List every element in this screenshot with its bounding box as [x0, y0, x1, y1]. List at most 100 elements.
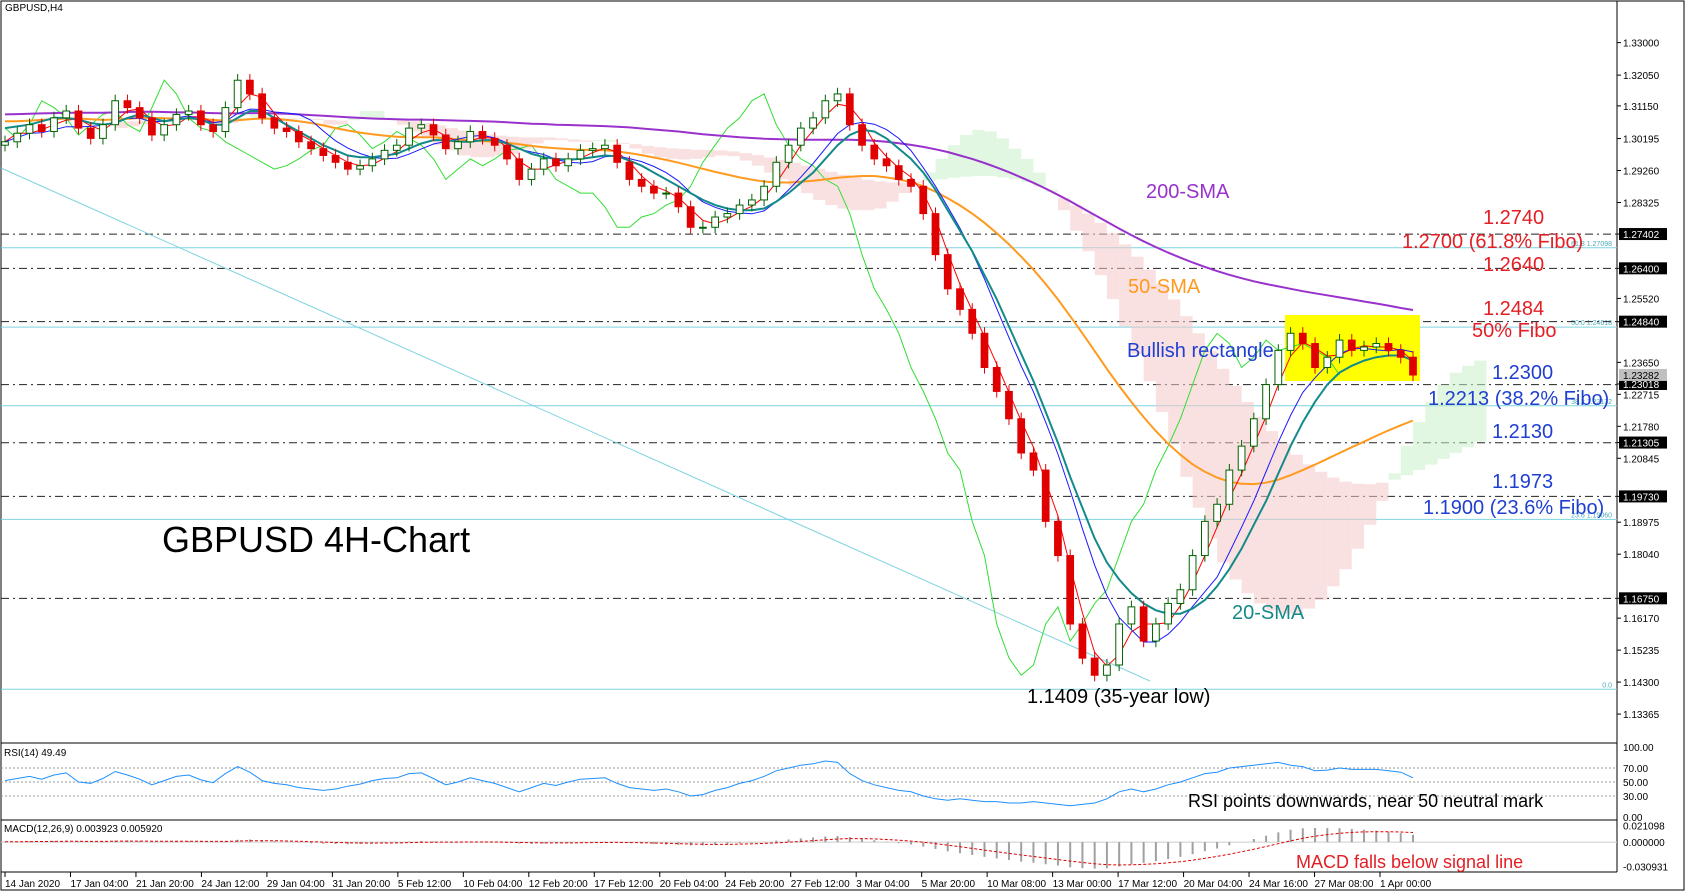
fibo-line-label: 38.2 1.22132: [1571, 399, 1612, 406]
price-tick-label: 1.27402: [1623, 230, 1660, 241]
candle-body: [123, 100, 132, 109]
candle-body: [1176, 589, 1185, 604]
candle-body: [1054, 520, 1062, 557]
candle-body: [1152, 623, 1160, 642]
candle-body: [723, 213, 732, 218]
candle-body: [86, 127, 95, 139]
candle-body: [172, 113, 181, 126]
price-tick-label: 1.21780: [1623, 422, 1660, 433]
time-tick-label: 5 Feb 12:00: [398, 879, 452, 890]
cloud-bear-segment: [115, 121, 128, 129]
sma200-label: 200-SMA: [1146, 181, 1230, 203]
sma20-line: [4, 110, 1414, 615]
candle-body: [417, 124, 426, 129]
macd-tick-label: -0.030931: [1623, 863, 1668, 874]
cloud-bull-segment: [959, 134, 973, 177]
cloud-bear-segment: [139, 120, 152, 125]
candle-body: [148, 117, 156, 136]
slow-line: [4, 108, 1414, 643]
cloud-bear-segment: [1119, 244, 1132, 327]
cloud-bull-segment: [972, 129, 985, 176]
cloud-bear-segment: [886, 182, 899, 202]
candle-body: [1066, 555, 1075, 625]
price-tick-label: 1.26400: [1623, 264, 1660, 275]
candle-body: [796, 127, 805, 146]
candle-body: [50, 117, 58, 133]
candle-body: [833, 93, 842, 102]
cloud-bear-segment: [1094, 222, 1107, 276]
candle-body: [1127, 606, 1136, 625]
price-tick-label: 1.16750: [1623, 594, 1660, 605]
candle-body: [637, 178, 646, 187]
cloud-bear-segment: [1143, 269, 1156, 382]
support-1190: 1.1900 (23.6% Fibo): [1423, 497, 1604, 519]
cloud-bull-segment: [1461, 365, 1475, 448]
cloud-bull-segment: [947, 145, 960, 178]
candle-body: [503, 144, 511, 160]
candle-body: [392, 144, 401, 151]
candle-body: [319, 148, 328, 156]
time-tick-label: 31 Jan 20:00: [332, 879, 390, 890]
price-tick-label: 1.18975: [1623, 518, 1660, 529]
candle-body: [882, 158, 891, 167]
candle-body: [429, 124, 438, 136]
candle-body: [466, 131, 475, 143]
rsi-label: RSI(14) 49.49: [4, 748, 67, 759]
cloud-bear-segment: [1155, 284, 1169, 412]
candle-body: [490, 137, 499, 146]
candle-body: [1078, 623, 1087, 659]
cloud-bear-segment: [825, 171, 838, 206]
cloud-bear-segment: [653, 147, 667, 158]
cloud-bear-segment: [543, 137, 556, 141]
candle-body: [1335, 339, 1344, 358]
resistance-1270: 1.2700 (61.8% Fibo): [1402, 231, 1583, 253]
candle-body: [1409, 356, 1417, 376]
candle-body: [99, 124, 107, 139]
cloud-bear-segment: [751, 155, 765, 166]
candle-body: [747, 199, 756, 206]
rsi-tick-label: 0.00: [1623, 813, 1643, 824]
cloud-bear-segment: [580, 140, 593, 142]
cloud-bear-segment: [1278, 443, 1291, 614]
price-tick-label: 1.30195: [1623, 135, 1660, 146]
candle-body: [760, 185, 768, 201]
support-12213: 1.2213 (38.2% Fibo): [1428, 388, 1609, 410]
rsi-tick-label: 70.00: [1623, 764, 1648, 775]
candle-body: [1139, 606, 1148, 642]
sma50-line: [5, 116, 1414, 486]
candle-body: [1164, 602, 1172, 625]
cloud-bull-segment: [298, 117, 312, 119]
candle-body: [1311, 343, 1319, 368]
cloud-bear-segment: [1376, 482, 1389, 501]
candle-body: [331, 154, 340, 163]
price-tick-label: 1.18040: [1623, 550, 1660, 561]
cloud-bear-segment: [1351, 483, 1365, 549]
macd-signal-line: [5, 831, 1414, 866]
resistance-12484: 1.2484: [1483, 298, 1544, 320]
low-label: 1.1409 (35-year low): [1027, 686, 1210, 708]
cloud-bull-segment: [1413, 422, 1426, 471]
time-tick-label: 1 Apr 00:00: [1380, 879, 1432, 890]
candle-body: [588, 148, 597, 151]
cloud-bull-segment: [1008, 148, 1022, 180]
cloud-bear-segment: [1082, 213, 1095, 252]
candle-body: [25, 124, 34, 134]
cloud-bear-segment: [800, 165, 814, 194]
cloud-bear-segment: [1302, 464, 1316, 609]
cloud-bear-segment: [409, 121, 422, 132]
candle-body: [1274, 349, 1283, 386]
time-tick-label: 24 Feb 20:00: [725, 879, 784, 890]
candle-body: [1384, 343, 1393, 351]
cloud-bear-segment: [911, 181, 924, 183]
time-tick-label: 5 Mar 20:00: [922, 879, 976, 890]
current-price-label: 1.23282: [1623, 371, 1660, 382]
cloud-bear-segment: [862, 179, 875, 211]
cloud-bear-segment: [690, 149, 703, 159]
candle-body: [62, 110, 71, 119]
support-11973: 1.1973: [1492, 471, 1553, 493]
candle-body: [1262, 384, 1270, 420]
cloud-bear-segment: [813, 168, 826, 200]
candle-body: [1213, 503, 1221, 522]
fibo-line-label: 0.0: [1602, 682, 1612, 689]
candle-body: [209, 124, 218, 133]
